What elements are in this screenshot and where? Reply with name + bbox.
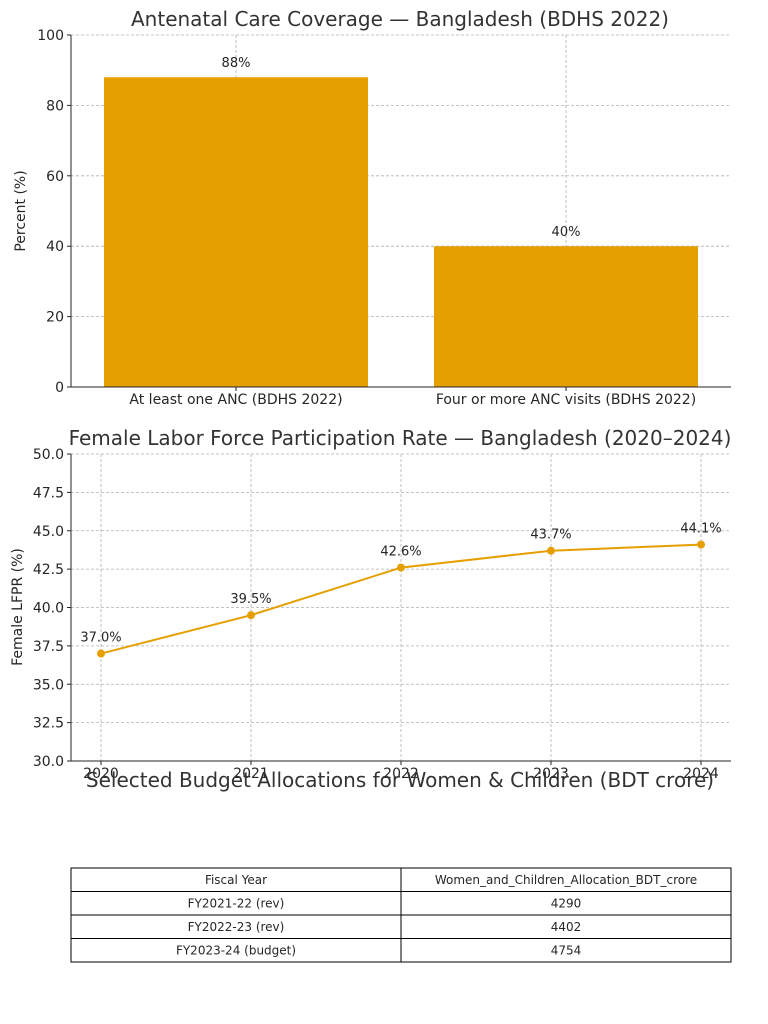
anc-y-tick-label: 0 [55,380,64,396]
anc-y-tick-label: 20 [46,310,64,326]
anc-bars [104,77,698,388]
table-cell-text: FY2023-24 (budget) [176,943,296,957]
lfpr-x-tick-label: 2023 [533,766,569,782]
lfpr-x-tick-label: 2020 [83,766,119,782]
table-header-text: Fiscal Year [205,873,267,887]
lfpr-y-tick-label: 30.0 [33,754,64,770]
lfpr-axes-spine [70,454,731,762]
lfpr-y-ticks: 30.0 32.5 35.0 37.5 40.0 42.5 45.0 47.5 50.0 [33,447,71,770]
anc-axes-spine [70,35,731,388]
lfpr-x-tick-label: 2022 [383,766,419,782]
anc-y-tick-label: 40 [46,239,64,255]
lfpr-y-tick-label: 32.5 [33,716,64,732]
anc-y-ticks: 0 20 40 60 80 100 [37,28,71,396]
budget-table-title: Selected Budget Allocations for Women & … [86,768,714,792]
lfpr-x-tick-label: 2021 [233,766,269,782]
table-cell-text: 4754 [551,943,582,957]
lfpr-point [397,563,405,572]
lfpr-data-label: 44.1% [680,522,721,537]
lfpr-y-tick-label: 40.0 [33,601,64,617]
lfpr-x-ticks: 2020 2021 2022 2023 2024 [83,761,719,782]
table-cell-text: 4402 [551,920,582,934]
anc-y-tick-label: 80 [46,98,64,114]
anc-x-tick-label: At least one ANC (BDHS 2022) [129,392,342,408]
lfpr-data-label: 43.7% [530,528,571,543]
lfpr-point [247,611,255,620]
anc-y-axis-label: Percent (%) [13,170,29,251]
lfpr-point [547,546,555,555]
anc-data-labels: 88% 40% [222,56,581,240]
budget-table: Selected Budget Allocations for Women & … [70,768,732,963]
lfpr-y-tick-label: 42.5 [33,562,64,578]
anc-bar [434,246,698,387]
table-cell-text: FY2021-22 (rev) [188,896,285,910]
lfpr-line-chart: Female Labor Force Participation Rate — … [10,426,731,782]
lfpr-data-label: 39.5% [230,592,271,607]
anc-y-tick-label: 60 [46,169,64,185]
anc-chart-title: Antenatal Care Coverage — Bangladesh (BD… [131,7,669,31]
anc-bar-chart: Antenatal Care Coverage — Bangladesh (BD… [13,7,731,408]
table-header-text: Women_and_Children_Allocation_BDT_crore [435,873,697,887]
lfpr-y-tick-label: 47.5 [33,485,64,501]
anc-data-label: 40% [552,225,581,240]
lfpr-y-tick-label: 45.0 [33,524,64,540]
lfpr-y-axis-label: Female LFPR (%) [10,548,26,666]
table-cell-text: 4290 [551,896,582,910]
anc-data-label: 88% [222,56,251,71]
anc-x-tick-label: Four or more ANC visits (BDHS 2022) [436,392,696,408]
lfpr-data-label: 37.0% [80,631,121,646]
lfpr-chart-title: Female Labor Force Participation Rate — … [69,426,732,450]
lfpr-y-tick-label: 35.0 [33,677,64,693]
lfpr-x-tick-label: 2024 [683,766,719,782]
table-cell [400,938,732,963]
lfpr-data-labels: 37.0% 39.5% 42.6% 43.7% 44.1% [80,522,721,646]
lfpr-y-tick-label: 50.0 [33,447,64,463]
lfpr-series [97,540,705,658]
budget-table-cells: Fiscal Year Women_and_Children_Allocation… [70,867,732,963]
table-cell-text: FY2022-23 (rev) [188,920,285,934]
lfpr-point [697,540,705,549]
anc-x-ticks: At least one ANC (BDHS 2022) Four or more… [129,387,696,408]
anc-y-tick-label: 100 [37,28,64,44]
lfpr-y-tick-label: 37.5 [33,639,64,655]
lfpr-point [97,649,105,658]
lfpr-gridlines [71,453,731,762]
lfpr-data-label: 42.6% [380,545,421,560]
anc-bar [104,77,368,388]
